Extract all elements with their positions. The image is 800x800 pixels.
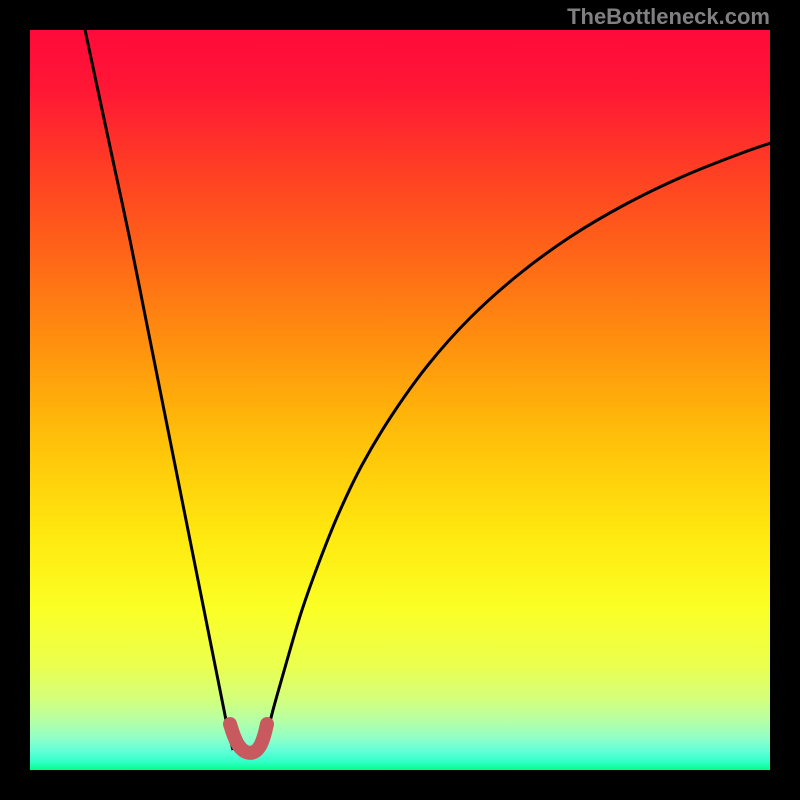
watermark-text: TheBottleneck.com [567,4,770,30]
chart-svg [30,30,770,770]
chart-background [30,30,770,770]
outer-frame: TheBottleneck.com [0,0,800,800]
plot-area [30,30,770,770]
